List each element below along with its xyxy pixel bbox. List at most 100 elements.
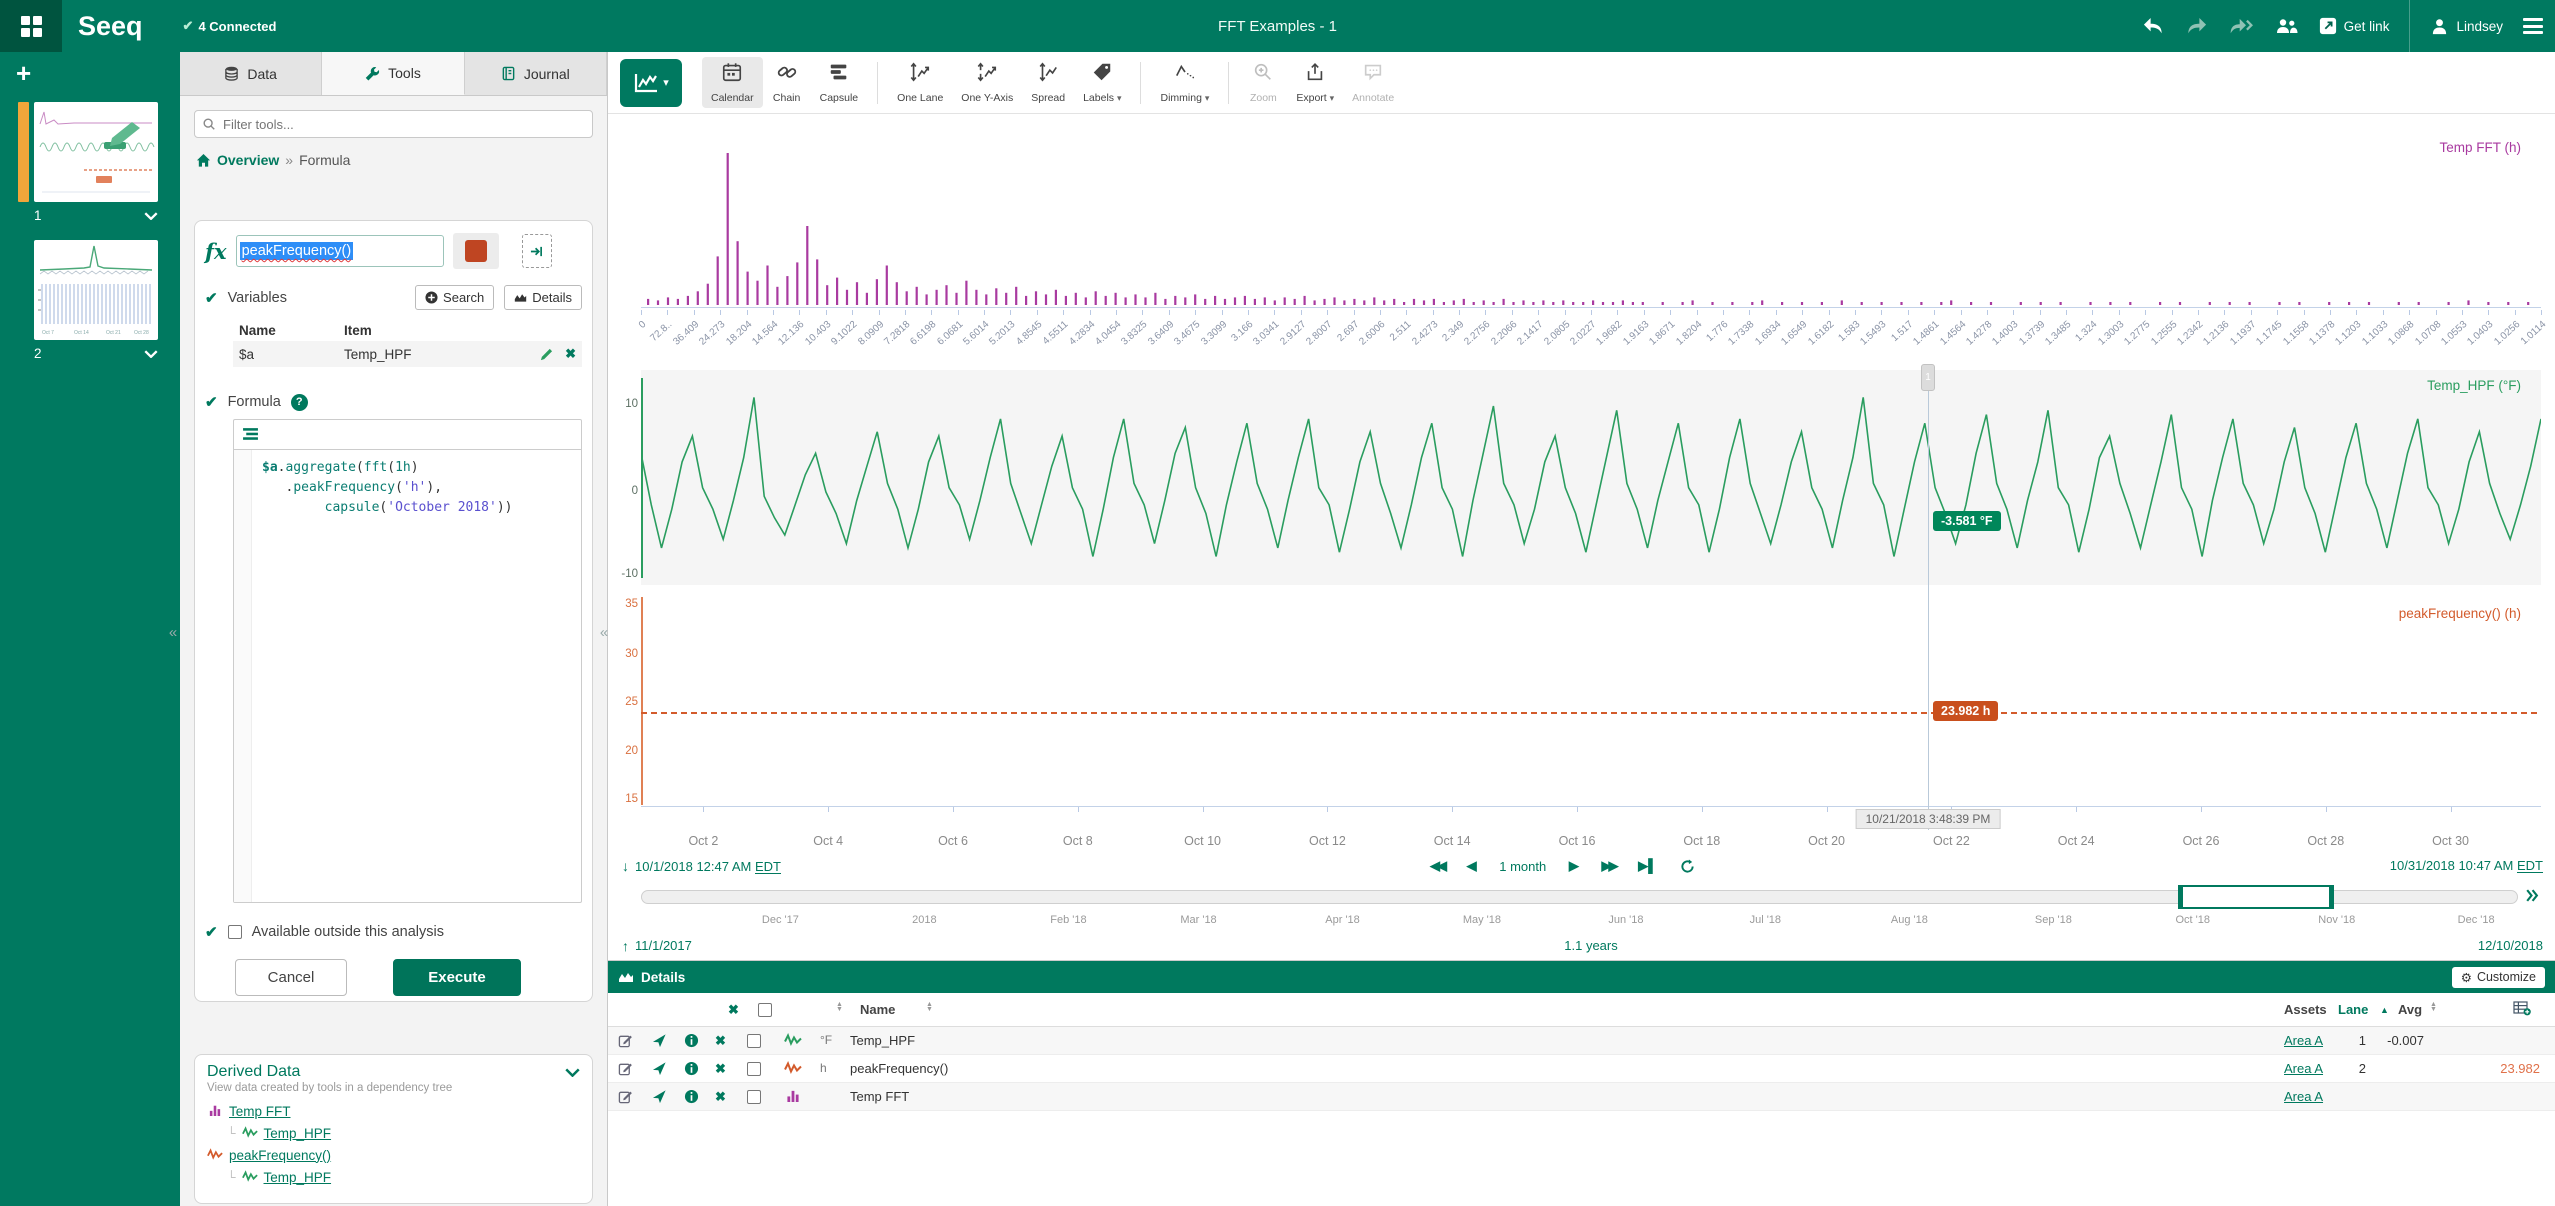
hamburger-menu-button[interactable]	[2523, 18, 2543, 34]
derived-item-link[interactable]: peakFrequency()	[229, 1148, 331, 1163]
worksheet-thumbnail-2[interactable]: Oct 7Oct 14Oct 21Oct 28	[34, 240, 158, 340]
connection-status[interactable]: ✔ 4 Connected	[183, 18, 277, 34]
range-start[interactable]: ↓ 10/1/2018 12:47 AM EDT	[622, 858, 781, 874]
freq-lane-label[interactable]: peakFrequency() (h)	[2399, 606, 2521, 621]
overview-start[interactable]: ↑11/1/2017	[622, 938, 692, 954]
derived-item-link[interactable]: Temp_HPF	[264, 1170, 332, 1185]
toolbar-dimming-button[interactable]: Dimming ▾	[1151, 57, 1218, 108]
redo-button[interactable]	[2185, 17, 2208, 34]
step-forward-fast-icon[interactable]: ▶▶	[1601, 858, 1615, 874]
item-info-icon[interactable]	[684, 1033, 699, 1051]
get-link-button[interactable]: Get link	[2319, 17, 2390, 35]
timeline-selection[interactable]	[2178, 885, 2334, 909]
item-info-icon[interactable]	[684, 1061, 699, 1079]
hpf-line-chart[interactable]	[641, 370, 2541, 585]
edit-item-icon[interactable]	[618, 1033, 633, 1051]
edit-item-icon[interactable]	[618, 1061, 633, 1079]
remove-item-icon[interactable]: ✖	[715, 1089, 726, 1105]
home-icon[interactable]	[196, 153, 211, 168]
cursor-line[interactable]	[1928, 370, 1929, 830]
send-to-trend-icon[interactable]	[652, 1033, 667, 1051]
formula-code[interactable]: $a.aggregate(fft(1h) .peakFrequency('h')…	[252, 450, 522, 902]
tab-tools[interactable]: Tools	[322, 52, 464, 95]
fft-bar-chart[interactable]	[641, 151, 2541, 307]
view-mode-button[interactable]: ▾	[620, 59, 682, 107]
refresh-icon[interactable]	[1680, 859, 1695, 874]
worksheet-2-label[interactable]: 2	[34, 346, 158, 361]
assets-link[interactable]: Area A	[2284, 1033, 2323, 1048]
table-row[interactable]: ✖Temp FFTArea A	[608, 1083, 2555, 1111]
edit-item-icon[interactable]	[618, 1089, 633, 1107]
collapse-worksheet-panel-handle[interactable]: «	[166, 624, 180, 641]
overview-duration[interactable]: 1.1 years	[1564, 938, 1617, 953]
tab-data[interactable]: Data	[180, 52, 322, 95]
toolbar-capsule-button[interactable]: Capsule	[811, 57, 868, 108]
formula-name-input[interactable]: peakFrequency()	[236, 235, 444, 267]
row-checkbox[interactable]	[747, 1034, 761, 1048]
sort-asc-icon[interactable]: ▲	[2380, 1005, 2389, 1015]
customize-button[interactable]: ⚙ Customize	[2452, 967, 2545, 988]
chevron-down-icon[interactable]	[565, 1068, 580, 1077]
cursor-handle[interactable]: 1	[1921, 364, 1935, 391]
toolbar-one-lane-button[interactable]: One Lane	[888, 57, 952, 108]
derived-item-link[interactable]: Temp_HPF	[264, 1126, 332, 1141]
row-checkbox[interactable]	[747, 1062, 761, 1076]
cancel-button[interactable]: Cancel	[235, 959, 347, 996]
worksheet-1-label[interactable]: 1	[34, 208, 158, 223]
toolbar-spread-button[interactable]: Spread	[1022, 57, 1074, 108]
assets-link[interactable]: Area A	[2284, 1089, 2323, 1104]
remove-item-icon[interactable]: ✖	[715, 1033, 726, 1049]
worksheet-thumbnail-1[interactable]	[34, 102, 158, 202]
available-outside-checkbox[interactable]	[228, 925, 242, 939]
color-picker-button[interactable]	[453, 233, 499, 269]
column-header-assets[interactable]: Assets	[2284, 1002, 2327, 1017]
execute-button[interactable]: Execute	[393, 959, 521, 996]
tab-journal[interactable]: Journal	[465, 52, 607, 95]
collaborators-button[interactable]	[2275, 18, 2299, 34]
timezone-link[interactable]: EDT	[755, 859, 781, 874]
table-row[interactable]: ✖hpeakFrequency()Area A223.982	[608, 1055, 2555, 1083]
collapse-tool-panel-handle[interactable]: «	[597, 624, 611, 641]
edit-pencil-icon[interactable]	[540, 348, 553, 361]
column-header-name[interactable]: Name	[860, 1002, 895, 1017]
format-lines-icon[interactable]	[242, 427, 259, 442]
sort-icon[interactable]: ▲▼	[926, 1002, 933, 1012]
add-column-icon[interactable]	[2513, 1000, 2531, 1019]
send-to-trend-icon[interactable]	[652, 1089, 667, 1107]
undock-panel-button[interactable]	[522, 234, 552, 268]
variable-details-button[interactable]: Details	[504, 285, 582, 310]
range-duration[interactable]: 1 month	[1499, 859, 1546, 874]
sort-icon[interactable]: ▲▼	[2430, 1002, 2437, 1012]
item-info-icon[interactable]	[684, 1089, 699, 1107]
help-icon[interactable]: ?	[291, 394, 308, 411]
auto-update-icon[interactable]	[2524, 888, 2539, 908]
timezone-link[interactable]: EDT	[2517, 858, 2543, 873]
remove-item-icon[interactable]: ✖	[715, 1061, 726, 1077]
undo-button[interactable]	[2142, 17, 2165, 34]
variable-search-button[interactable]: Search	[415, 285, 494, 310]
sort-icon[interactable]: ▲▼	[836, 1002, 843, 1012]
column-header-lane[interactable]: Lane	[2338, 1002, 2368, 1017]
toolbar-calendar-button[interactable]: Calendar	[702, 57, 763, 108]
chevron-down-icon[interactable]	[144, 350, 158, 358]
send-to-trend-icon[interactable]	[652, 1061, 667, 1079]
derived-item-link[interactable]: Temp FFT	[229, 1104, 291, 1119]
chevron-down-icon[interactable]	[144, 212, 158, 220]
column-header-avg[interactable]: Avg	[2398, 1002, 2422, 1017]
toolbar-export-button[interactable]: Export ▾	[1287, 57, 1343, 108]
remove-all-icon[interactable]: ✖	[728, 1002, 739, 1018]
step-back-fast-icon[interactable]: ◀◀	[1430, 858, 1444, 874]
select-all-checkbox[interactable]	[758, 1003, 772, 1017]
step-to-end-icon[interactable]: ▶▌	[1638, 858, 1657, 874]
row-checkbox[interactable]	[747, 1090, 761, 1104]
toolbar-chain-button[interactable]: Chain	[763, 57, 811, 108]
overview-end[interactable]: 12/10/2018	[2478, 938, 2543, 953]
range-end[interactable]: 10/31/2018 10:47 AM EDT	[2390, 858, 2543, 873]
remove-variable-icon[interactable]: ✖	[565, 346, 576, 362]
step-back-icon[interactable]: ◀	[1467, 858, 1477, 874]
app-switcher-button[interactable]	[0, 0, 62, 52]
redo-all-button[interactable]	[2228, 18, 2255, 34]
assets-link[interactable]: Area A	[2284, 1061, 2323, 1076]
toolbar-labels-button[interactable]: Labels ▾	[1074, 57, 1130, 108]
toolbar-one-y-axis-button[interactable]: One Y-Axis	[952, 57, 1022, 108]
